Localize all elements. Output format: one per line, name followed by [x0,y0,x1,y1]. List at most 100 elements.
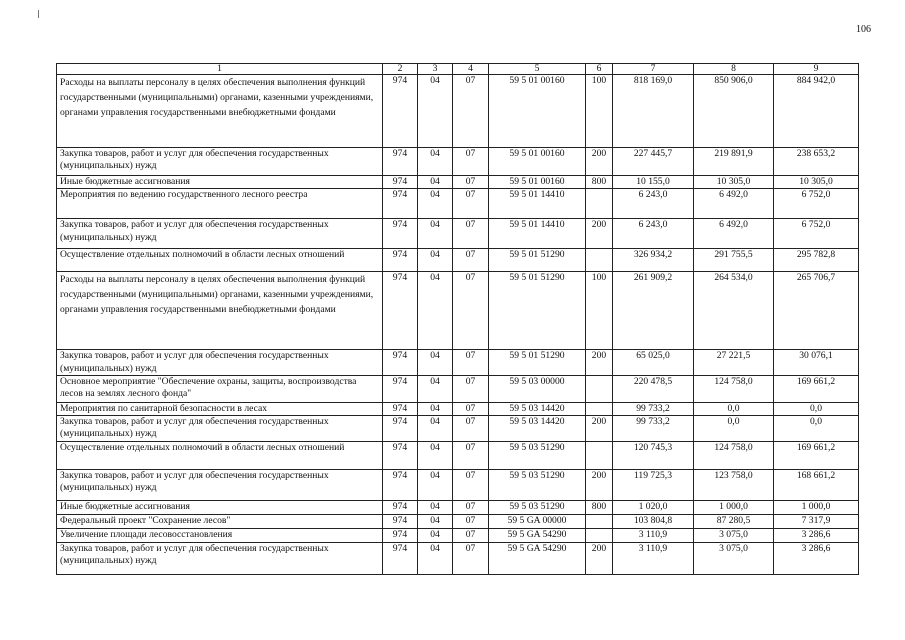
table-row: Иные бюджетные ассигнования 974 04 07 59 5 0… [56,500,859,516]
cell-c9: 6 752,0 [773,218,859,250]
cell-c3: 04 [417,218,453,250]
cell-c4: 07 [452,500,489,516]
cell-c9: 30 076,1 [773,349,859,376]
cell-c9: 238 653,2 [773,147,859,176]
cell-c5: 59 5 01 00160 [488,147,586,176]
table-row: Федеральный проект "Сохранение лесов" 974… [56,514,859,530]
cell-c5: 59 5 01 51290 [488,248,586,273]
table-row: Закупка товаров, работ и услуг для обесп… [56,542,859,576]
cell-c3: 04 [417,349,453,376]
cell-c5: 59 5 03 51290 [488,441,586,471]
cell-c8: 6 492,0 [693,188,774,220]
cell-c6 [585,528,613,544]
cell-c6: 800 [585,500,613,516]
cell-c3: 04 [417,415,453,443]
cell-c2: 974 [382,528,418,544]
cell-c7: 3 110,9 [612,542,694,576]
cell-c4: 07 [452,542,489,576]
cell-c9: 6 752,0 [773,188,859,220]
cell-c7: 220 478,5 [612,374,694,403]
cell-description: Осуществление отдельных полномочий в обл… [56,441,383,471]
cell-c7: 99 733,2 [612,401,694,417]
cell-c8: 0,0 [693,401,774,417]
cell-c6: 200 [585,415,613,443]
cell-c4: 07 [452,401,489,417]
cell-description: Основное мероприятие "Обеспечение охраны… [56,374,383,403]
cell-c6 [585,374,613,403]
table-row: Иные бюджетные ассигнования 974 04 07 59 5 0… [56,174,859,190]
cell-description: Закупка товаров, работ и услуг для обесп… [56,542,383,576]
cell-c8: 124 758,0 [693,374,774,403]
cell-c8: 124 758,0 [693,441,774,471]
cell-c2: 974 [382,349,418,376]
cell-description: Федеральный проект "Сохранение лесов" [56,514,383,530]
column-header: 9 [773,63,859,75]
cell-c6: 800 [585,174,613,190]
cell-c5: 59 5 03 14420 [488,401,586,417]
table-row: Расходы на выплаты персоналу в целях обе… [56,74,859,148]
cell-c4: 07 [452,514,489,530]
cell-c8: 87 280,5 [693,514,774,530]
cell-c5: 59 5 03 51290 [488,500,586,516]
cell-c9: 10 305,0 [773,174,859,190]
cell-c7: 103 804,8 [612,514,694,530]
cell-c7: 227 445,7 [612,147,694,176]
cell-c2: 974 [382,542,418,576]
cell-c6: 200 [585,218,613,250]
cell-c3: 04 [417,248,453,273]
cell-c7: 3 110,9 [612,528,694,544]
cell-c3: 04 [417,441,453,471]
cell-c5: 59 5 01 00160 [488,74,586,148]
cell-c7: 120 745,3 [612,441,694,471]
cell-c2: 974 [382,271,418,351]
cell-c8: 850 906,0 [693,74,774,148]
cell-c4: 07 [452,271,489,351]
column-header: 5 [488,63,586,75]
cell-description: Иные бюджетные ассигнования [56,500,383,516]
cell-c2: 974 [382,218,418,250]
cell-c2: 974 [382,441,418,471]
cell-c2: 974 [382,188,418,220]
cell-c5: 59 5 GA 54290 [488,542,586,576]
cell-c5: 59 5 01 14410 [488,218,586,250]
cell-c9: 0,0 [773,415,859,443]
cell-c3: 04 [417,528,453,544]
cell-c9: 295 782,8 [773,248,859,273]
column-header: 6 [585,63,613,75]
cell-c3: 04 [417,271,453,351]
cell-c7: 65 025,0 [612,349,694,376]
cell-description: Закупка товаров, работ и услуг для обесп… [56,415,383,443]
table-row: Закупка товаров, работ и услуг для обесп… [56,415,859,443]
cell-c8: 291 755,5 [693,248,774,273]
column-header: 8 [693,63,774,75]
page-number: 106 [856,24,871,35]
cell-c4: 07 [452,441,489,471]
cell-c8: 3 075,0 [693,528,774,544]
cell-c8: 3 075,0 [693,542,774,576]
table-row: Осуществление отдельных полномочий в обл… [56,441,859,471]
cell-c2: 974 [382,174,418,190]
cell-c6 [585,401,613,417]
table-row: Закупка товаров, работ и услуг для обесп… [56,469,859,502]
cell-c2: 974 [382,248,418,273]
table-row: Закупка товаров, работ и услуг для обесп… [56,349,859,376]
cell-c2: 974 [382,500,418,516]
cell-description: Расходы на выплаты персоналу в целях обе… [56,271,383,351]
cell-c9: 168 661,2 [773,469,859,502]
cell-c7: 10 155,0 [612,174,694,190]
cell-c4: 07 [452,188,489,220]
cell-c3: 04 [417,188,453,220]
cell-description: Увеличение площади лесовосстановления [56,528,383,544]
cell-c3: 04 [417,500,453,516]
budget-table: 1 2 3 4 5 6 7 8 9 Расходы на выплаты персоналу в … [56,63,859,576]
scan-mark [38,10,39,18]
cell-description: Закупка товаров, работ и услуг для обесп… [56,218,383,250]
cell-c6 [585,441,613,471]
cell-c2: 974 [382,74,418,148]
cell-c9: 1 000,0 [773,500,859,516]
cell-c6: 200 [585,469,613,502]
table-row: Расходы на выплаты персоналу в целях обе… [56,271,859,351]
cell-c7: 326 934,2 [612,248,694,273]
cell-c7: 261 909,2 [612,271,694,351]
